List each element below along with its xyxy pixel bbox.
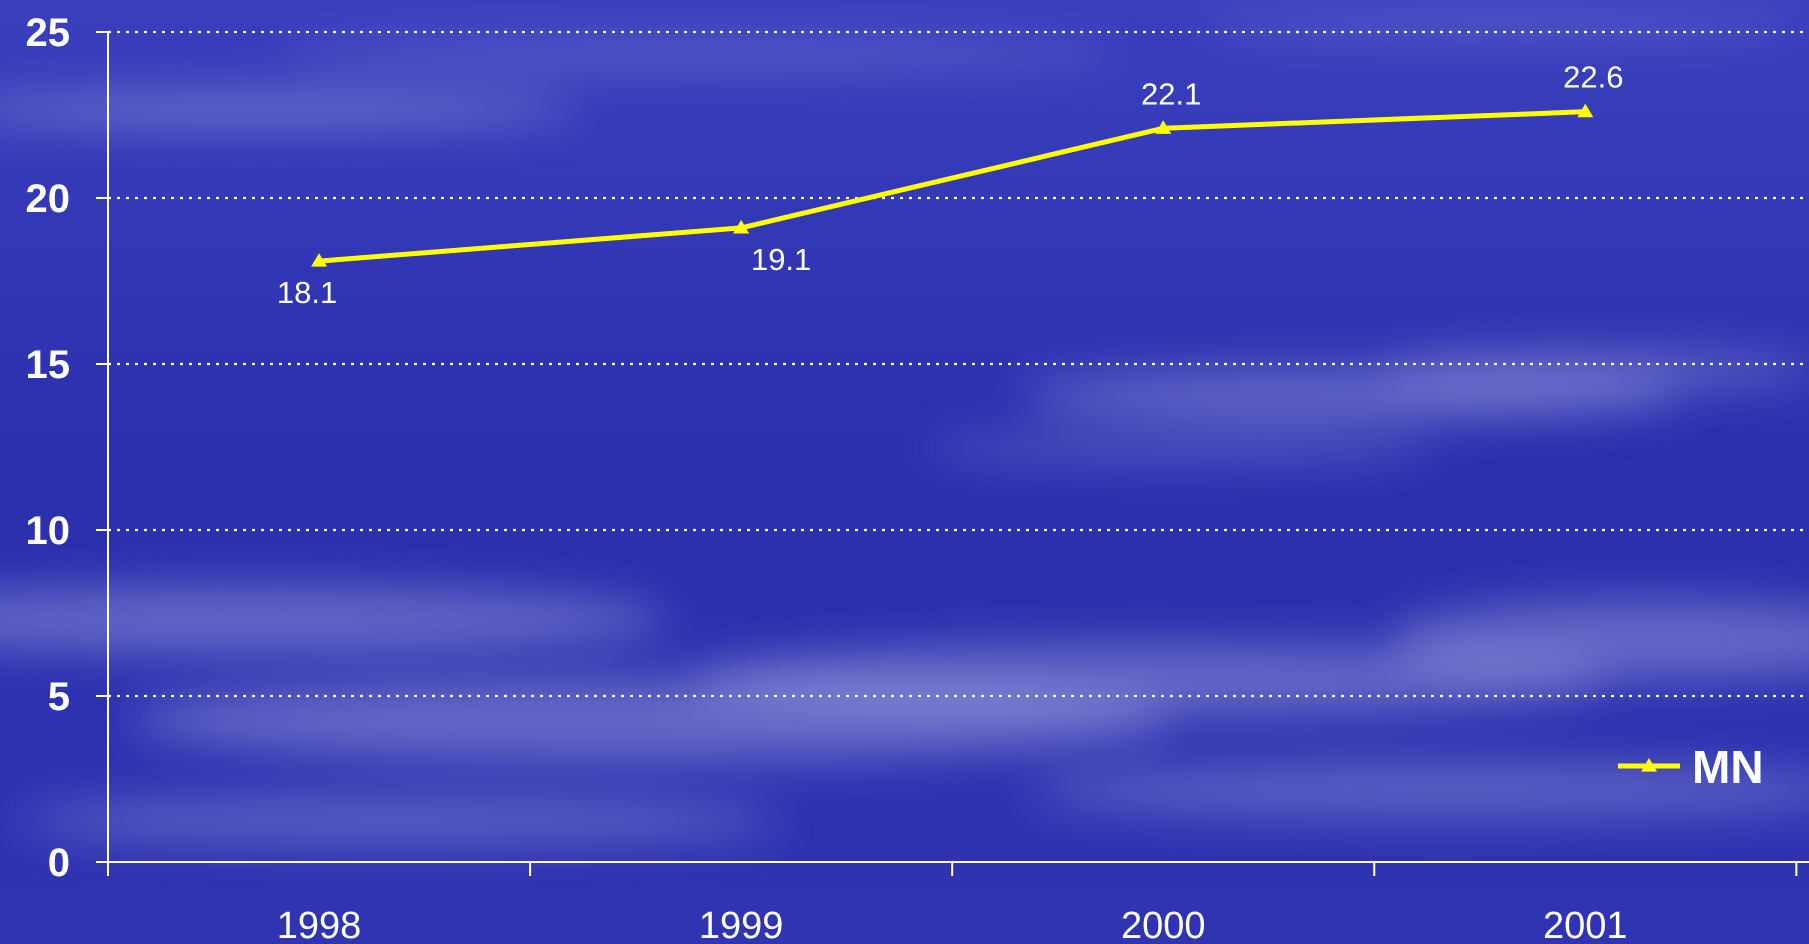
x-tick-label-2000: 2000 — [1121, 905, 1206, 944]
data-point-2001 — [1577, 103, 1594, 118]
data-point-1999 — [733, 219, 750, 234]
data-label-2001: 22.6 — [1563, 60, 1623, 95]
y-tick-label-20: 20 — [26, 177, 71, 221]
data-labels: 18.1 19.1 22.1 22.6 — [277, 60, 1624, 310]
legend-label-MN: MN — [1692, 741, 1764, 793]
data-label-1999: 19.1 — [751, 242, 811, 277]
y-tick-label-25: 25 — [26, 11, 71, 55]
y-tick-label-10: 10 — [26, 509, 71, 553]
legend: MN — [1618, 741, 1764, 793]
y-tick-label-0: 0 — [48, 841, 70, 885]
axes: 0 5 10 15 20 25 1998 1999 2000 2001 — [26, 11, 1809, 944]
x-tick-label-1998: 1998 — [277, 905, 362, 944]
series-mn — [311, 103, 1594, 267]
y-tick-label-5: 5 — [48, 675, 70, 719]
data-point-2000 — [1155, 120, 1172, 134]
data-label-2000: 22.1 — [1141, 76, 1201, 111]
data-point-1998 — [311, 253, 328, 267]
series-line-MN — [318, 109, 1586, 264]
x-tick-label-1999: 1999 — [699, 905, 784, 944]
x-tick-label-2001: 2001 — [1543, 905, 1628, 944]
data-label-1998: 18.1 — [277, 275, 337, 310]
legend-swatch-marker — [1641, 758, 1657, 772]
y-tick-label-15: 15 — [26, 343, 71, 387]
